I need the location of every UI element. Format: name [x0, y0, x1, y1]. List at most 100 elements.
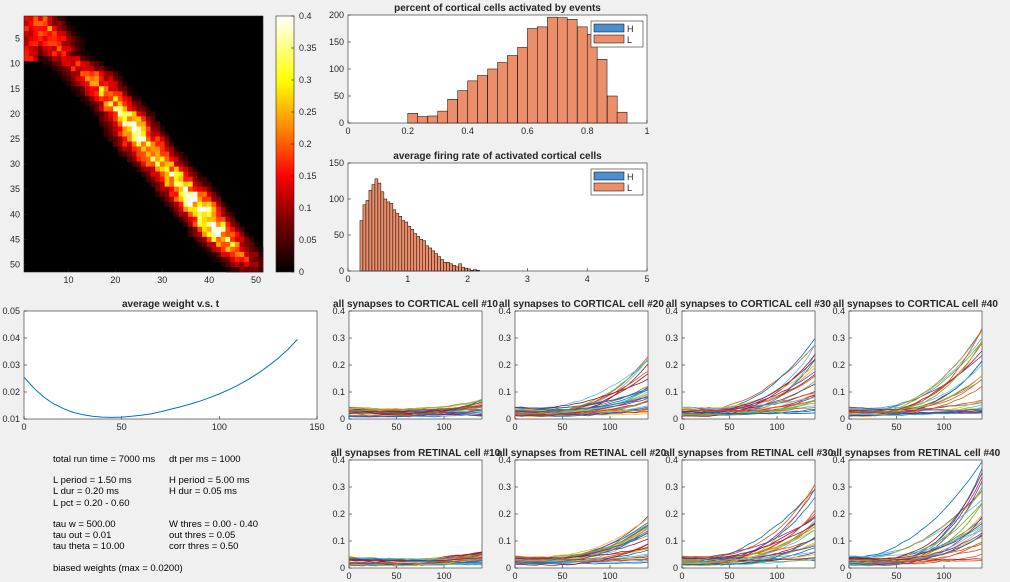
heatmap-cell [136, 116, 142, 122]
heatmap-cell [66, 51, 72, 57]
heatmap-cell [42, 26, 48, 32]
synapse-weight-line [848, 543, 983, 564]
heatmap-cell [178, 201, 184, 208]
synapse-weight-line [681, 371, 816, 414]
synapse-weight-line [514, 561, 649, 565]
heatmap-cell [80, 56, 86, 62]
heatmap-cell [220, 261, 226, 268]
heatmap-cell [113, 76, 119, 82]
heatmap-cell [28, 26, 34, 32]
heatmap-cell [141, 121, 147, 127]
xtick-label: 50 [724, 571, 734, 581]
ytick-label: 0.1 [332, 536, 345, 546]
heatmap-xtick-label: 10 [64, 275, 74, 285]
heatmap-cell [178, 216, 184, 223]
heatmap-cell [122, 101, 128, 107]
heatmap-cell [24, 31, 29, 37]
heatmap-cell [75, 71, 81, 77]
heatmap-cell [159, 156, 165, 162]
heatmap-cell [75, 31, 81, 37]
heatmap-cell [28, 46, 34, 52]
heatmap-cell [47, 56, 53, 62]
histogram-bar [422, 240, 426, 272]
heatmap-cell [42, 16, 48, 22]
heatmap-cell [66, 56, 72, 62]
xtick-label: 0 [512, 571, 517, 581]
heatmap-cell [127, 131, 133, 137]
histogram-bar [431, 250, 435, 272]
heatmap-cell [159, 166, 165, 172]
heatmap-cell [24, 41, 29, 47]
heatmap-cell [220, 211, 226, 218]
histogram-bar [461, 267, 465, 272]
xtick-label: 0 [846, 422, 851, 432]
xtick-label: 100 [602, 571, 617, 581]
synapse-weight-line [514, 557, 649, 563]
heatmap-cell [239, 261, 245, 268]
heatmap-cell [75, 66, 81, 72]
heatmap-cell [113, 86, 119, 92]
heatmap-cell [206, 186, 212, 192]
heatmap-cell [155, 121, 161, 127]
ytick-label: 0 [840, 414, 845, 424]
heatmap-cell [136, 101, 142, 107]
synapse-weight-line [348, 400, 483, 412]
average-weight-line [23, 339, 298, 418]
heatmap-cell [33, 41, 39, 47]
heatmap-cell [108, 136, 114, 142]
heatmap-cell [169, 201, 175, 208]
heatmap-cell [248, 261, 254, 268]
heatmap-cell [188, 211, 194, 218]
heatmap-cell [52, 26, 58, 32]
heatmap-cell [70, 46, 76, 52]
heatmap-cell [188, 206, 194, 213]
heatmap-cell [66, 21, 72, 27]
heatmap-cell [159, 181, 165, 187]
heatmap-cell [75, 91, 81, 97]
heatmap-cell [47, 61, 53, 67]
heatmap-cell [94, 91, 100, 97]
ytick-label: 0.2 [665, 360, 678, 370]
heatmap-cell [239, 226, 245, 233]
histogram-bar [606, 95, 618, 124]
heatmap-cell [136, 96, 142, 102]
heatmap-cell [206, 206, 212, 213]
heatmap-cell [80, 66, 86, 72]
heatmap-cell [122, 126, 128, 132]
synapse-weight-line [514, 517, 649, 558]
heatmap-cell [234, 246, 240, 253]
heatmap-cell [117, 96, 123, 102]
heatmap-cell [52, 46, 58, 52]
heatmap-cell [108, 96, 114, 102]
heatmap-cell [202, 236, 208, 243]
ytick-label: 0.03 [2, 360, 20, 370]
heatmap-cell [216, 206, 222, 213]
heatmap-cell [150, 126, 156, 132]
heatmap-cell [117, 121, 123, 127]
heatmap-cell [192, 181, 198, 187]
heatmap-cell [178, 176, 184, 182]
synapse-weight-line [348, 557, 483, 561]
heatmap-cell [38, 16, 44, 22]
heatmap-cell [220, 241, 226, 248]
heatmap-cell [258, 246, 264, 253]
heatmap-cell [216, 251, 222, 258]
heatmap-cell [127, 151, 133, 157]
heatmap-cell [230, 246, 236, 253]
heatmap-cell [202, 226, 208, 233]
heatmap-cell [75, 51, 81, 57]
synapse-weight-line [514, 515, 649, 561]
heatmap-cell [155, 151, 161, 157]
heatmap-cell [225, 241, 231, 248]
heatmap-cell [38, 46, 44, 52]
heatmap-cell [98, 116, 104, 122]
heatmap-cell [127, 116, 133, 122]
heatmap-cell [131, 146, 137, 152]
ytick-label: 0.4 [498, 455, 511, 465]
heatmap-cell [239, 241, 245, 248]
heatmap-cell [108, 106, 114, 112]
heatmap-frame [23, 15, 264, 273]
heatmap-cell [202, 216, 208, 223]
heatmap-cell [28, 56, 34, 62]
heatmap-cell [66, 36, 72, 42]
